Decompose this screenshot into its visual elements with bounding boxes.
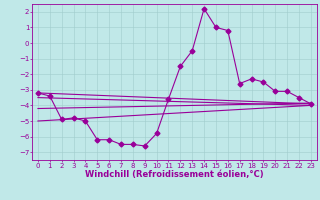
X-axis label: Windchill (Refroidissement éolien,°C): Windchill (Refroidissement éolien,°C): [85, 170, 264, 179]
